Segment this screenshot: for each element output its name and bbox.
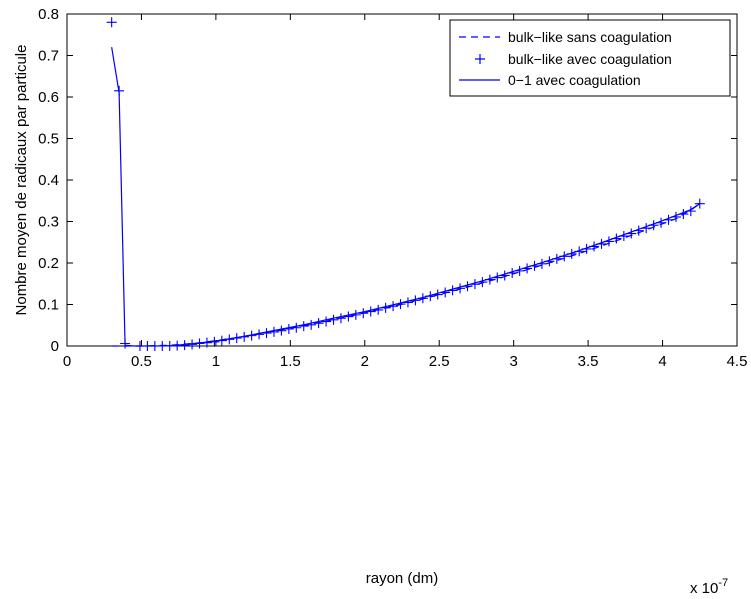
legend-swatch-plus — [475, 54, 485, 64]
legend-box — [449, 19, 731, 97]
y-tick-label: 0.7 — [38, 48, 59, 65]
series-01-avec-line — [111, 47, 701, 347]
x-tick-label: 3 — [509, 353, 517, 370]
axis-ticks: 0 0.5 1 1.5 2 2.5 3 3.5 4 4.5 0 0.1 0.2 0.3 0.4 0.5 0.6 0… — [38, 6, 747, 370]
legend-label-bulk-sans: bulk−like sans coagulation — [508, 29, 672, 45]
x-tick-label: 0 — [63, 353, 71, 370]
data-point-marker — [306, 319, 317, 330]
x-tick-label: 4 — [658, 353, 666, 370]
y-tick-label: 0.2 — [38, 255, 59, 272]
x-exponent-label: x 10-7 — [690, 577, 728, 597]
data-point-marker — [358, 308, 369, 319]
x-tick-label: 2.5 — [429, 353, 450, 370]
legend-label-01-avec: 0−1 avec coagulation — [508, 72, 641, 88]
data-point-marker — [335, 313, 346, 324]
y-tick-label: 0.3 — [38, 214, 59, 231]
data-point-marker — [276, 325, 287, 336]
x-tick-label: 3.5 — [578, 353, 599, 370]
legend-label-bulk-avec: bulk−like avec coagulation — [508, 51, 672, 67]
y-tick-label: 0.5 — [38, 131, 59, 148]
data-point-marker — [694, 198, 705, 209]
x-tick-label: 1 — [212, 353, 220, 370]
data-point-marker — [343, 311, 354, 322]
data-point-marker — [373, 304, 384, 315]
data-point-marker — [106, 17, 117, 28]
y-tick-label: 0 — [51, 338, 59, 355]
data-point-marker — [313, 318, 324, 329]
data-point-marker — [350, 309, 361, 320]
y-axis-label: Nombre moyen de radicaux par particule — [13, 45, 30, 316]
data-point-marker — [283, 323, 294, 334]
data-point-marker — [298, 321, 309, 332]
x-axis-label: rayon (dm) — [366, 570, 439, 587]
data-point-marker — [328, 314, 339, 325]
legend: bulk−like sans coagulation bulk−like ave… — [449, 19, 731, 97]
x-exponent-power: -7 — [718, 577, 728, 589]
data-point-marker — [268, 326, 279, 337]
y-tick-label: 0.1 — [38, 297, 59, 314]
y-tick-label: 0.6 — [38, 89, 59, 106]
data-point-marker — [321, 316, 332, 327]
series-layer — [106, 17, 705, 351]
x-exponent-base: x 10 — [690, 580, 718, 597]
data-point-marker — [291, 322, 302, 333]
y-tick-label: 0.4 — [38, 172, 59, 189]
x-tick-label: 1.5 — [280, 353, 301, 370]
x-tick-label: 4.5 — [727, 353, 748, 370]
x-tick-label: 0.5 — [131, 353, 152, 370]
x-tick-label: 2 — [361, 353, 369, 370]
y-tick-label: 0.8 — [38, 6, 59, 23]
